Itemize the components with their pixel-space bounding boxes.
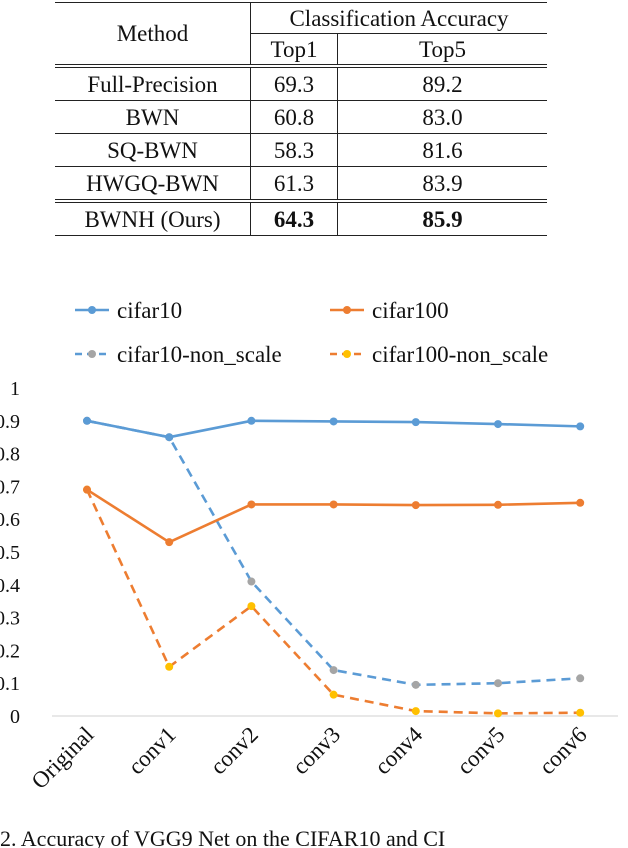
legend-label-cifar10: cifar10 <box>117 298 182 323</box>
y-tick-label: 0.8 <box>0 444 20 466</box>
y-tick-label: 1 <box>10 378 20 400</box>
data-point-cifar100 <box>165 538 174 547</box>
data-point-cifar100 <box>411 501 420 510</box>
top1-cell: 69.3 <box>250 64 338 101</box>
data-point-cifar10 <box>165 433 174 442</box>
table-row: BWN 60.8 83.0 <box>55 100 547 134</box>
series-line-cifar100 <box>86 488 581 544</box>
legend-label-cifar100-non-scale: cifar100-non_scale <box>372 342 548 367</box>
data-point-cifar100-non-scale <box>494 709 502 718</box>
series-line-cifar10-non-scale <box>86 419 581 687</box>
results-table: Method Classification Accuracy Top1 Top5… <box>55 2 547 236</box>
data-point-cifar100-non-scale <box>329 690 338 699</box>
table-row: Full-Precision 69.3 89.2 <box>55 64 547 101</box>
x-category-label: conv4 <box>370 722 428 780</box>
top1-cell: 60.8 <box>250 100 338 134</box>
method-cell: Full-Precision <box>55 64 251 101</box>
data-point-cifar100-non-scale <box>247 602 256 611</box>
data-point-cifar10 <box>329 417 338 426</box>
y-tick-label: 0.4 <box>0 575 20 597</box>
data-point-cifar100 <box>83 485 91 494</box>
top5-cell: 83.9 <box>337 166 547 201</box>
y-tick-label: 0.5 <box>0 542 20 564</box>
y-tick-label: 0 <box>10 706 20 728</box>
method-cell: BWNH (Ours) <box>55 199 251 236</box>
legend-label-cifar100: cifar100 <box>372 298 449 323</box>
table-row: HWGQ-BWN 61.3 83.9 <box>55 166 547 201</box>
data-point-cifar100 <box>494 500 502 509</box>
x-category-label: conv3 <box>288 722 345 779</box>
top5-cell: 83.0 <box>337 100 547 134</box>
x-category-label: conv5 <box>452 722 509 779</box>
data-point-cifar10 <box>247 416 256 425</box>
y-tick-label: 0.6 <box>0 509 20 531</box>
data-point-cifar100 <box>329 500 338 509</box>
table-row: SQ-BWN 58.3 81.6 <box>55 133 547 167</box>
legend-marker-cifar100-non-scale <box>343 350 351 358</box>
figure-caption: 2. Accuracy of VGG9 Net on the CIFAR10 a… <box>0 826 446 848</box>
data-point-cifar10-non-scale <box>576 674 585 683</box>
x-category-label: Original <box>27 722 99 794</box>
method-cell: HWGQ-BWN <box>55 166 251 201</box>
legend-marker-cifar10-non-scale <box>88 350 96 358</box>
data-point-cifar10-non-scale <box>411 680 420 689</box>
data-point-cifar10-non-scale <box>247 577 256 586</box>
y-tick-label: 0.2 <box>0 640 20 662</box>
legend-label-cifar10-non-scale: cifar10-non_scale <box>117 342 282 367</box>
top1-cell: 58.3 <box>250 133 338 167</box>
data-point-cifar100-non-scale <box>165 662 174 671</box>
data-point-cifar10 <box>83 416 91 425</box>
top1-cell: 64.3 <box>250 199 338 236</box>
data-point-cifar10-non-scale <box>329 666 338 675</box>
series-line-cifar100-non-scale <box>85 489 581 715</box>
data-point-cifar10-non-scale <box>494 679 502 688</box>
y-tick-label: 0.3 <box>0 608 20 630</box>
top5-cell: 81.6 <box>337 133 547 167</box>
legend-marker-cifar10 <box>88 306 96 314</box>
y-tick-label: 0.7 <box>0 476 20 498</box>
y-tick-label: 0.1 <box>0 673 20 695</box>
top5-cell: 85.9 <box>337 199 547 236</box>
method-cell: SQ-BWN <box>55 133 251 167</box>
x-category-label: conv2 <box>206 722 263 779</box>
data-point-cifar10 <box>576 422 585 431</box>
x-category-label: conv1 <box>123 722 180 779</box>
data-point-cifar100-non-scale <box>576 708 585 717</box>
accuracy-line-chart: 0 0.1 0.2 0.3 0.4 0.5 0.6 0.7 0.8 0.9 1 Original con… <box>0 298 618 794</box>
x-category-label: conv6 <box>534 722 591 779</box>
top5-header: Top5 <box>337 33 547 66</box>
data-point-cifar100-non-scale <box>411 707 420 716</box>
top1-cell: 61.3 <box>250 166 338 201</box>
method-cell: BWN <box>55 100 251 134</box>
data-point-cifar10 <box>411 418 420 427</box>
table-row: BWNH (Ours) 64.3 85.9 <box>55 199 547 236</box>
legend-marker-cifar100 <box>343 306 351 314</box>
top5-cell: 89.2 <box>337 64 547 101</box>
data-point-cifar10 <box>494 420 502 429</box>
top1-header: Top1 <box>250 33 338 66</box>
data-point-cifar100 <box>576 498 585 507</box>
data-point-cifar100 <box>247 500 256 509</box>
y-tick-label: 0.9 <box>0 411 20 433</box>
accuracy-group-header: Classification Accuracy <box>250 2 547 34</box>
method-header: Method <box>55 2 251 66</box>
